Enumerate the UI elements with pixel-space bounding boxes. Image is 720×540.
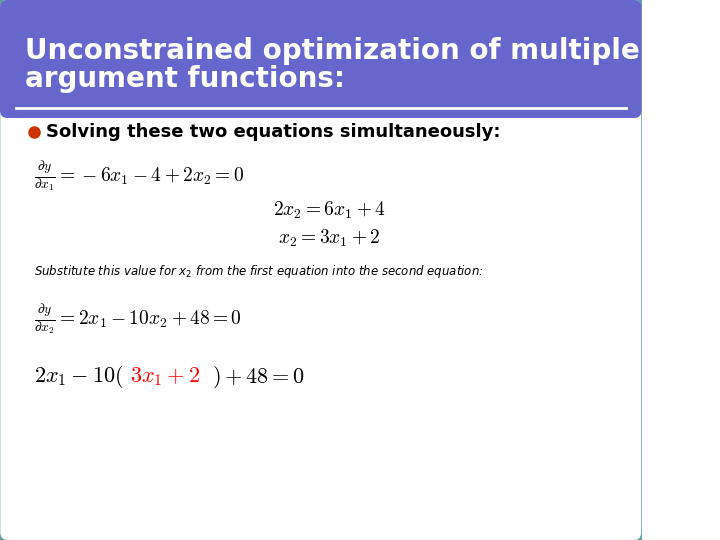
Text: argument functions:: argument functions: (25, 65, 345, 93)
FancyBboxPatch shape (0, 0, 644, 540)
Bar (7, 80, 634, 110)
Text: $\frac{\partial y}{\partial x_2} = 2x_1 - 10x_2 + 48 = 0$: $\frac{\partial y}{\partial x_2} = 2x_1 … (34, 303, 242, 337)
Text: $3x_1 + 2$: $3x_1 + 2$ (130, 366, 200, 388)
Text: $2x_1 - 10($: $2x_1 - 10($ (34, 363, 124, 390)
Text: Substitute this value for $x_2$ from the first equation into the second equation: Substitute this value for $x_2$ from the… (34, 264, 483, 280)
Text: $\frac{\partial y}{\partial x_1} = -6x_1 - 4 + 2x_2 = 0$: $\frac{\partial y}{\partial x_1} = -6x_1… (34, 160, 244, 194)
Text: $2x_2 = 6x_1 + 4$: $2x_2 = 6x_1 + 4$ (274, 199, 386, 221)
Text: Solving these two equations simultaneously:: Solving these two equations simultaneous… (46, 123, 501, 141)
FancyBboxPatch shape (0, 0, 642, 118)
Text: $) + 48 = 0$: $) + 48 = 0$ (212, 364, 305, 390)
Text: Unconstrained optimization of multiple: Unconstrained optimization of multiple (25, 37, 639, 65)
Text: $x_2 = 3x_1 + 2$: $x_2 = 3x_1 + 2$ (279, 227, 381, 248)
